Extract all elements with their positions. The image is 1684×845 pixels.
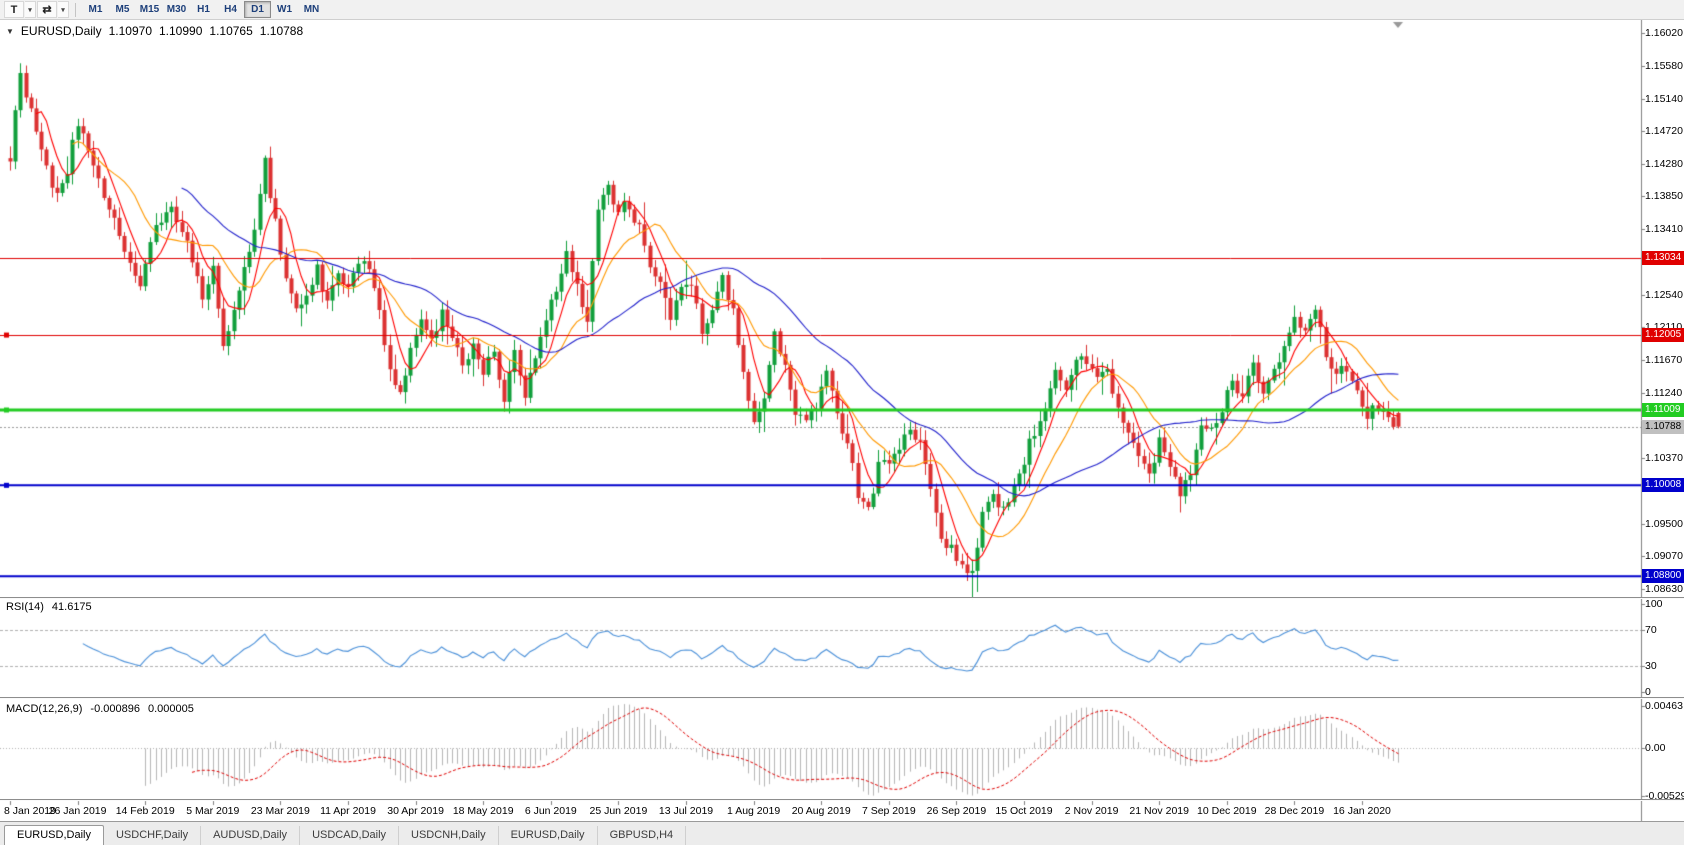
collapse-chart-icon[interactable]: ▼ xyxy=(6,26,14,36)
chart-canvas[interactable] xyxy=(0,20,1684,821)
timeframe-button-mn[interactable]: MN xyxy=(298,1,325,18)
panel-separator-time-axis[interactable] xyxy=(0,799,1684,801)
price-axis[interactable] xyxy=(1642,20,1684,821)
macd-signal-value: 0.000005 xyxy=(147,703,194,715)
rsi-name: RSI(14) xyxy=(6,601,44,613)
macd-indicator-label: MACD(12,26,9) -0.000896 0.000005 xyxy=(6,703,194,715)
panel-separator-rsi[interactable] xyxy=(0,597,1684,599)
rsi-indicator-label: RSI(14) 41.6175 xyxy=(6,601,92,613)
timeframe-button-d1[interactable]: D1 xyxy=(244,1,271,18)
chart-tab-eurusd-daily[interactable]: EURUSD,Daily xyxy=(499,826,598,845)
templates-dropdown-button[interactable]: ▾ xyxy=(25,1,36,18)
chart-tab-bar: EURUSD,Daily USDCHF,Daily AUDUSD,Daily USDC… xyxy=(0,821,1684,845)
arrows-icon: ⇄ xyxy=(42,4,52,16)
toolbar-separator xyxy=(75,2,76,17)
timeframe-button-m30[interactable]: M30 xyxy=(163,1,190,18)
macd-name: MACD(12,26,9) xyxy=(6,703,83,715)
timeframe-button-m5[interactable]: M5 xyxy=(109,1,136,18)
template-icon: T xyxy=(10,3,18,16)
templates-button[interactable]: T xyxy=(4,1,24,18)
timeframe-button-m1[interactable]: M1 xyxy=(82,1,109,18)
chart-symbol-period: EURUSD,Daily xyxy=(20,24,102,38)
timeframe-buttons: M1 M5 M15 M30 H1 H4 D1 W1 MN xyxy=(82,1,325,18)
objects-dropdown-button[interactable]: ▾ xyxy=(58,1,69,18)
chart-tab-audusd-daily[interactable]: AUDUSD,Daily xyxy=(201,826,301,845)
macd-main-value: -0.000896 xyxy=(90,703,140,715)
chart-tab-gbpusd-h4[interactable]: GBPUSD,H4 xyxy=(598,826,687,845)
timeframe-button-w1[interactable]: W1 xyxy=(271,1,298,18)
chart-title: ▼ EURUSD,Daily 1.10970 1.10990 1.10765 1… xyxy=(6,24,303,38)
chart-tab-usdcnh-daily[interactable]: USDCNH,Daily xyxy=(399,826,499,845)
objects-button[interactable]: ⇄ xyxy=(37,1,57,18)
chart-window: 1.16020 1.15580 1.15140 1.14720 1.14280 1.138… xyxy=(0,20,1684,821)
rsi-value: 41.6175 xyxy=(51,601,92,613)
chart-tab-usdcad-daily[interactable]: USDCAD,Daily xyxy=(300,826,400,845)
timeframe-button-h4[interactable]: H4 xyxy=(217,1,244,18)
timeframe-toolbar: T ▾ ⇄ ▾ M1 M5 M15 M30 H1 H4 D1 W1 MN xyxy=(0,0,1684,20)
quote-open: 1.10970 xyxy=(108,24,152,38)
quote-low: 1.10765 xyxy=(209,24,253,38)
quote-high: 1.10990 xyxy=(159,24,203,38)
time-axis[interactable] xyxy=(0,803,1641,821)
quote-close: 1.10788 xyxy=(259,24,304,38)
timeframe-button-h1[interactable]: H1 xyxy=(190,1,217,18)
chevron-down-icon: ▾ xyxy=(28,6,32,14)
chart-tab-eurusd-daily[interactable]: EURUSD,Daily xyxy=(4,825,104,845)
timeframe-button-m15[interactable]: M15 xyxy=(136,1,163,18)
chevron-down-icon: ▾ xyxy=(61,6,65,14)
chart-tab-usdchf-daily[interactable]: USDCHF,Daily xyxy=(104,826,202,845)
panel-separator-macd[interactable] xyxy=(0,697,1684,699)
